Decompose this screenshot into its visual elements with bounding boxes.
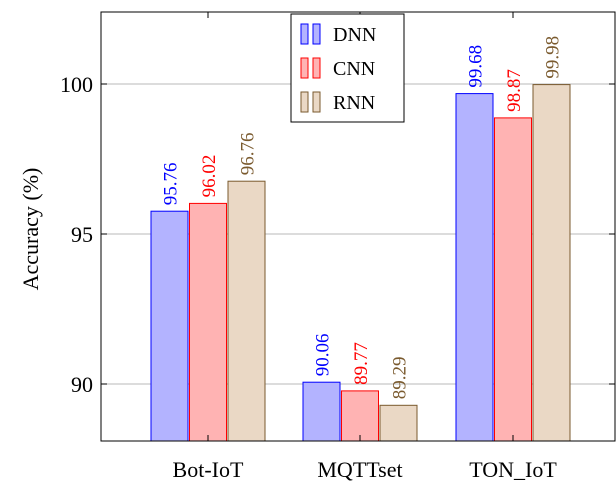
y-axis: 90 95 100 [60,72,615,397]
bar-rnn-mqttset [379,404,418,442]
bar-cnn-mqttset [341,390,379,442]
bar-dnn-bot-iot [150,210,189,442]
legend-label: RNN [333,92,375,114]
data-label: 89.29 [390,357,411,400]
bars [150,84,571,442]
legend-swatch [300,57,309,79]
x-tick-label: TON_IoT [469,457,557,482]
bar-dnn-ton-iot [455,93,494,442]
x-tick-label: Bot-IoT [173,457,244,482]
bar-dnn-mqttset [302,381,341,442]
y-tick-label: 90 [71,372,93,397]
legend-swatch [300,23,309,45]
data-label: 90.06 [313,333,334,376]
bar-rnn-bot-iot [227,180,266,442]
data-label: 95.76 [161,162,182,205]
data-label: 96.02 [199,155,220,198]
bar-cnn-ton-iot [494,117,532,442]
legend-label: CNN [333,58,375,80]
legend-swatch [312,91,321,113]
legend-box [290,13,405,123]
data-label: 96.76 [238,132,259,175]
bar-rnn-ton-iot [532,84,571,442]
plot-frame [100,11,616,442]
x-axis: Bot-IoT MQTTset TON_IoT [173,12,557,482]
data-labels: 95.76 96.02 96.76 90.06 89.77 89.29 99.68 98.87… [161,36,564,399]
data-label: 99.98 [543,36,564,79]
data-label: 89.77 [351,342,372,385]
data-label: 99.68 [466,45,487,88]
y-axis-label: Accuracy (%) [18,168,43,291]
legend-label: DNN [333,24,376,46]
bar-cnn-bot-iot [189,202,227,442]
legend-swatch [312,23,321,45]
legend-swatch [312,57,321,79]
data-label: 98.87 [504,69,525,112]
y-tick-label: 100 [60,72,93,97]
x-tick-label: MQTTset [317,457,402,482]
legend: DNN CNN RNN [290,13,405,123]
legend-swatch [300,91,309,113]
y-tick-label: 95 [71,222,93,247]
